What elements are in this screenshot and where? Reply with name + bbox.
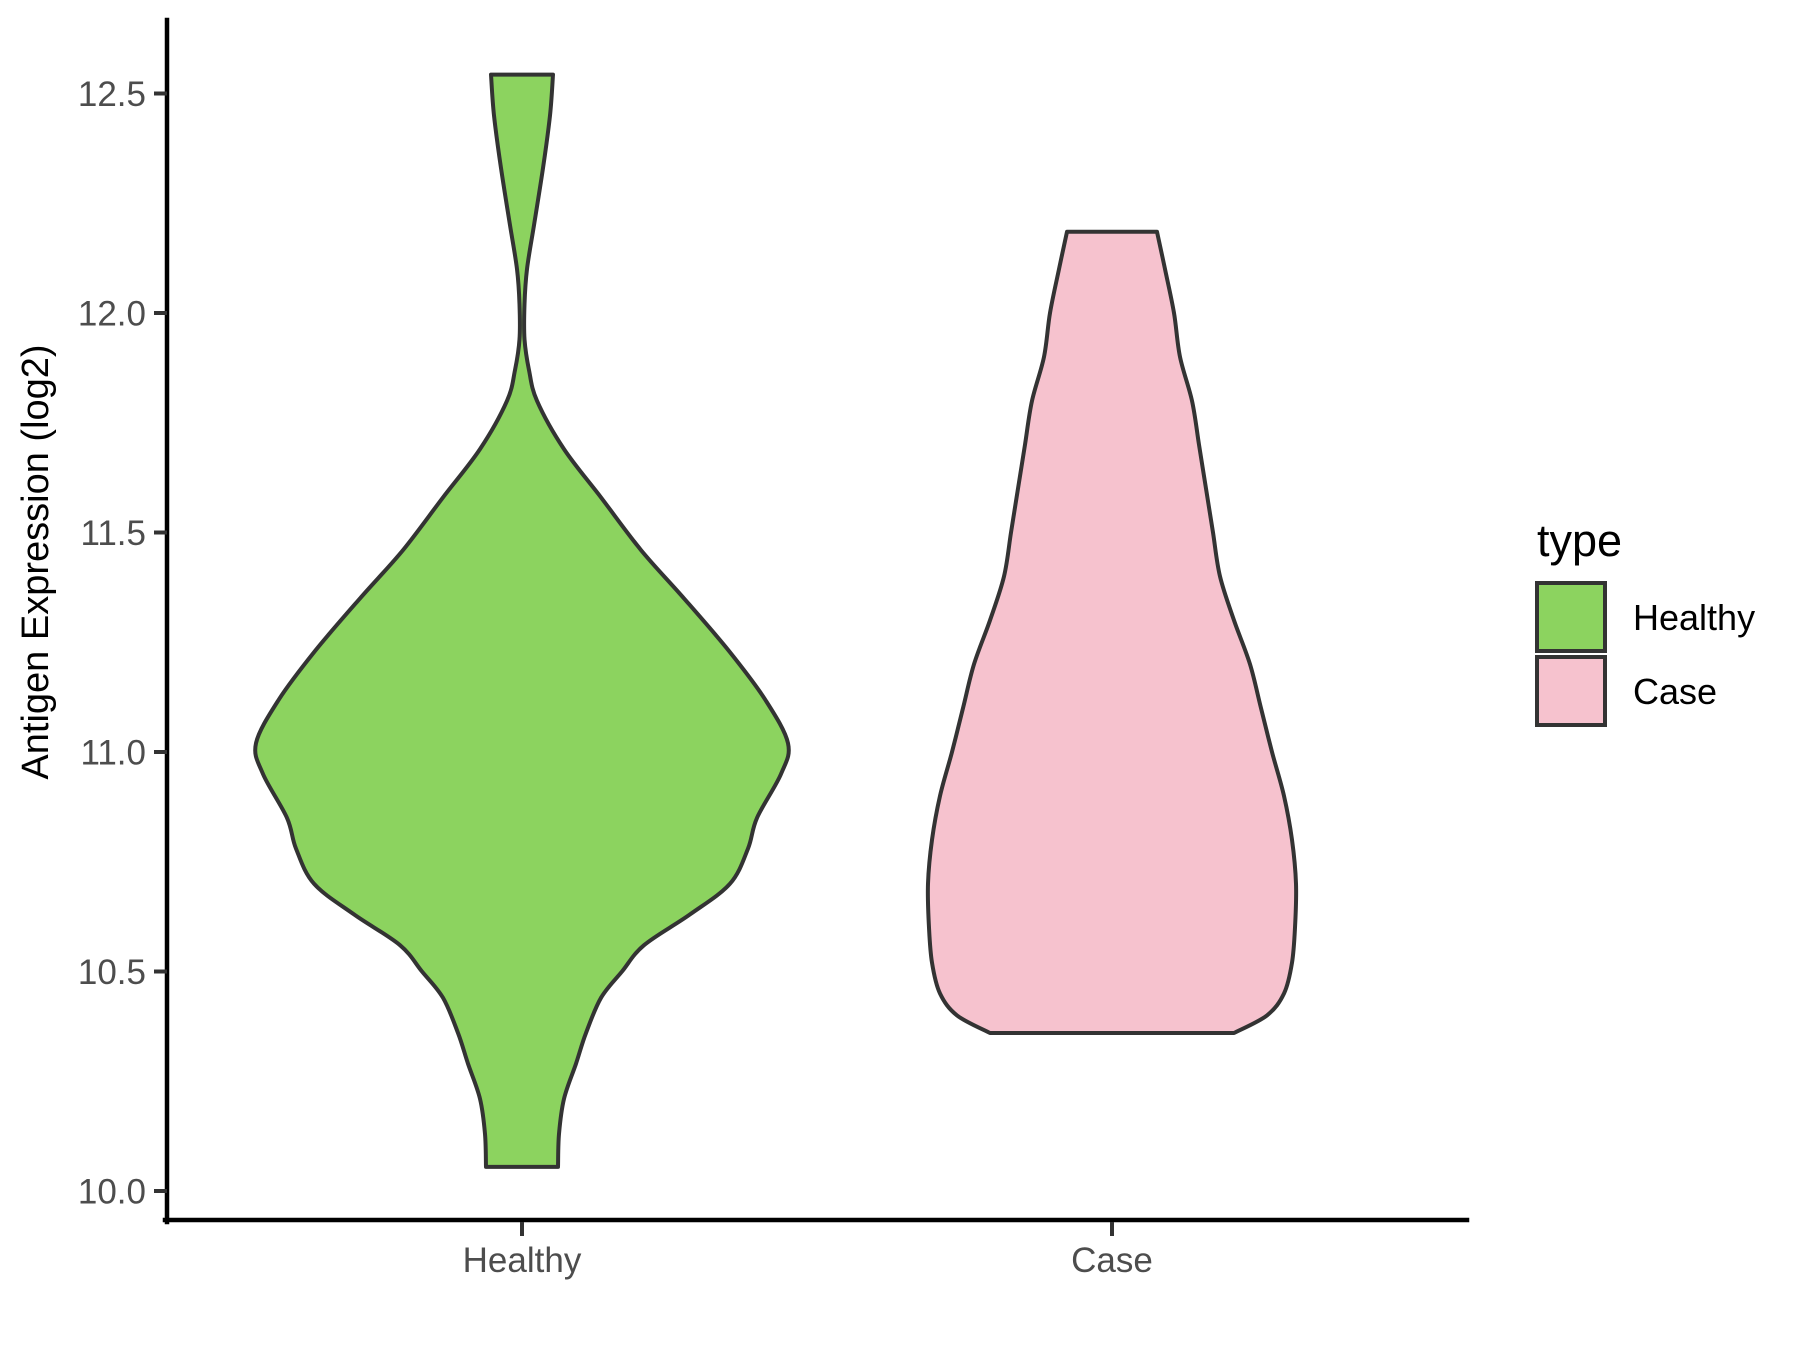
x-tick-label-case: Case (1071, 1241, 1153, 1280)
violin-healthy (253, 72, 791, 1169)
legend-title: type (1537, 515, 1622, 566)
y-tick-label: 11.5 (80, 514, 146, 553)
y-tick-label: 10.0 (78, 1172, 146, 1211)
legend-key-case (1535, 655, 1607, 727)
y-tick-label: 10.5 (78, 953, 146, 992)
violin-case (925, 229, 1299, 1035)
legend: type Healthy Case (1535, 515, 1755, 727)
y-tick-label: 12.0 (78, 294, 146, 333)
y-tick-label: 11.0 (80, 733, 146, 772)
legend-key-healthy (1535, 581, 1607, 653)
y-axis-title: Antigen Expression (log2) (15, 344, 57, 779)
legend-label-case: Case (1633, 671, 1717, 712)
legend-label-healthy: Healthy (1633, 597, 1755, 638)
y-tick-label: 12.5 (78, 75, 146, 114)
x-tick-label-healthy: Healthy (463, 1241, 582, 1280)
